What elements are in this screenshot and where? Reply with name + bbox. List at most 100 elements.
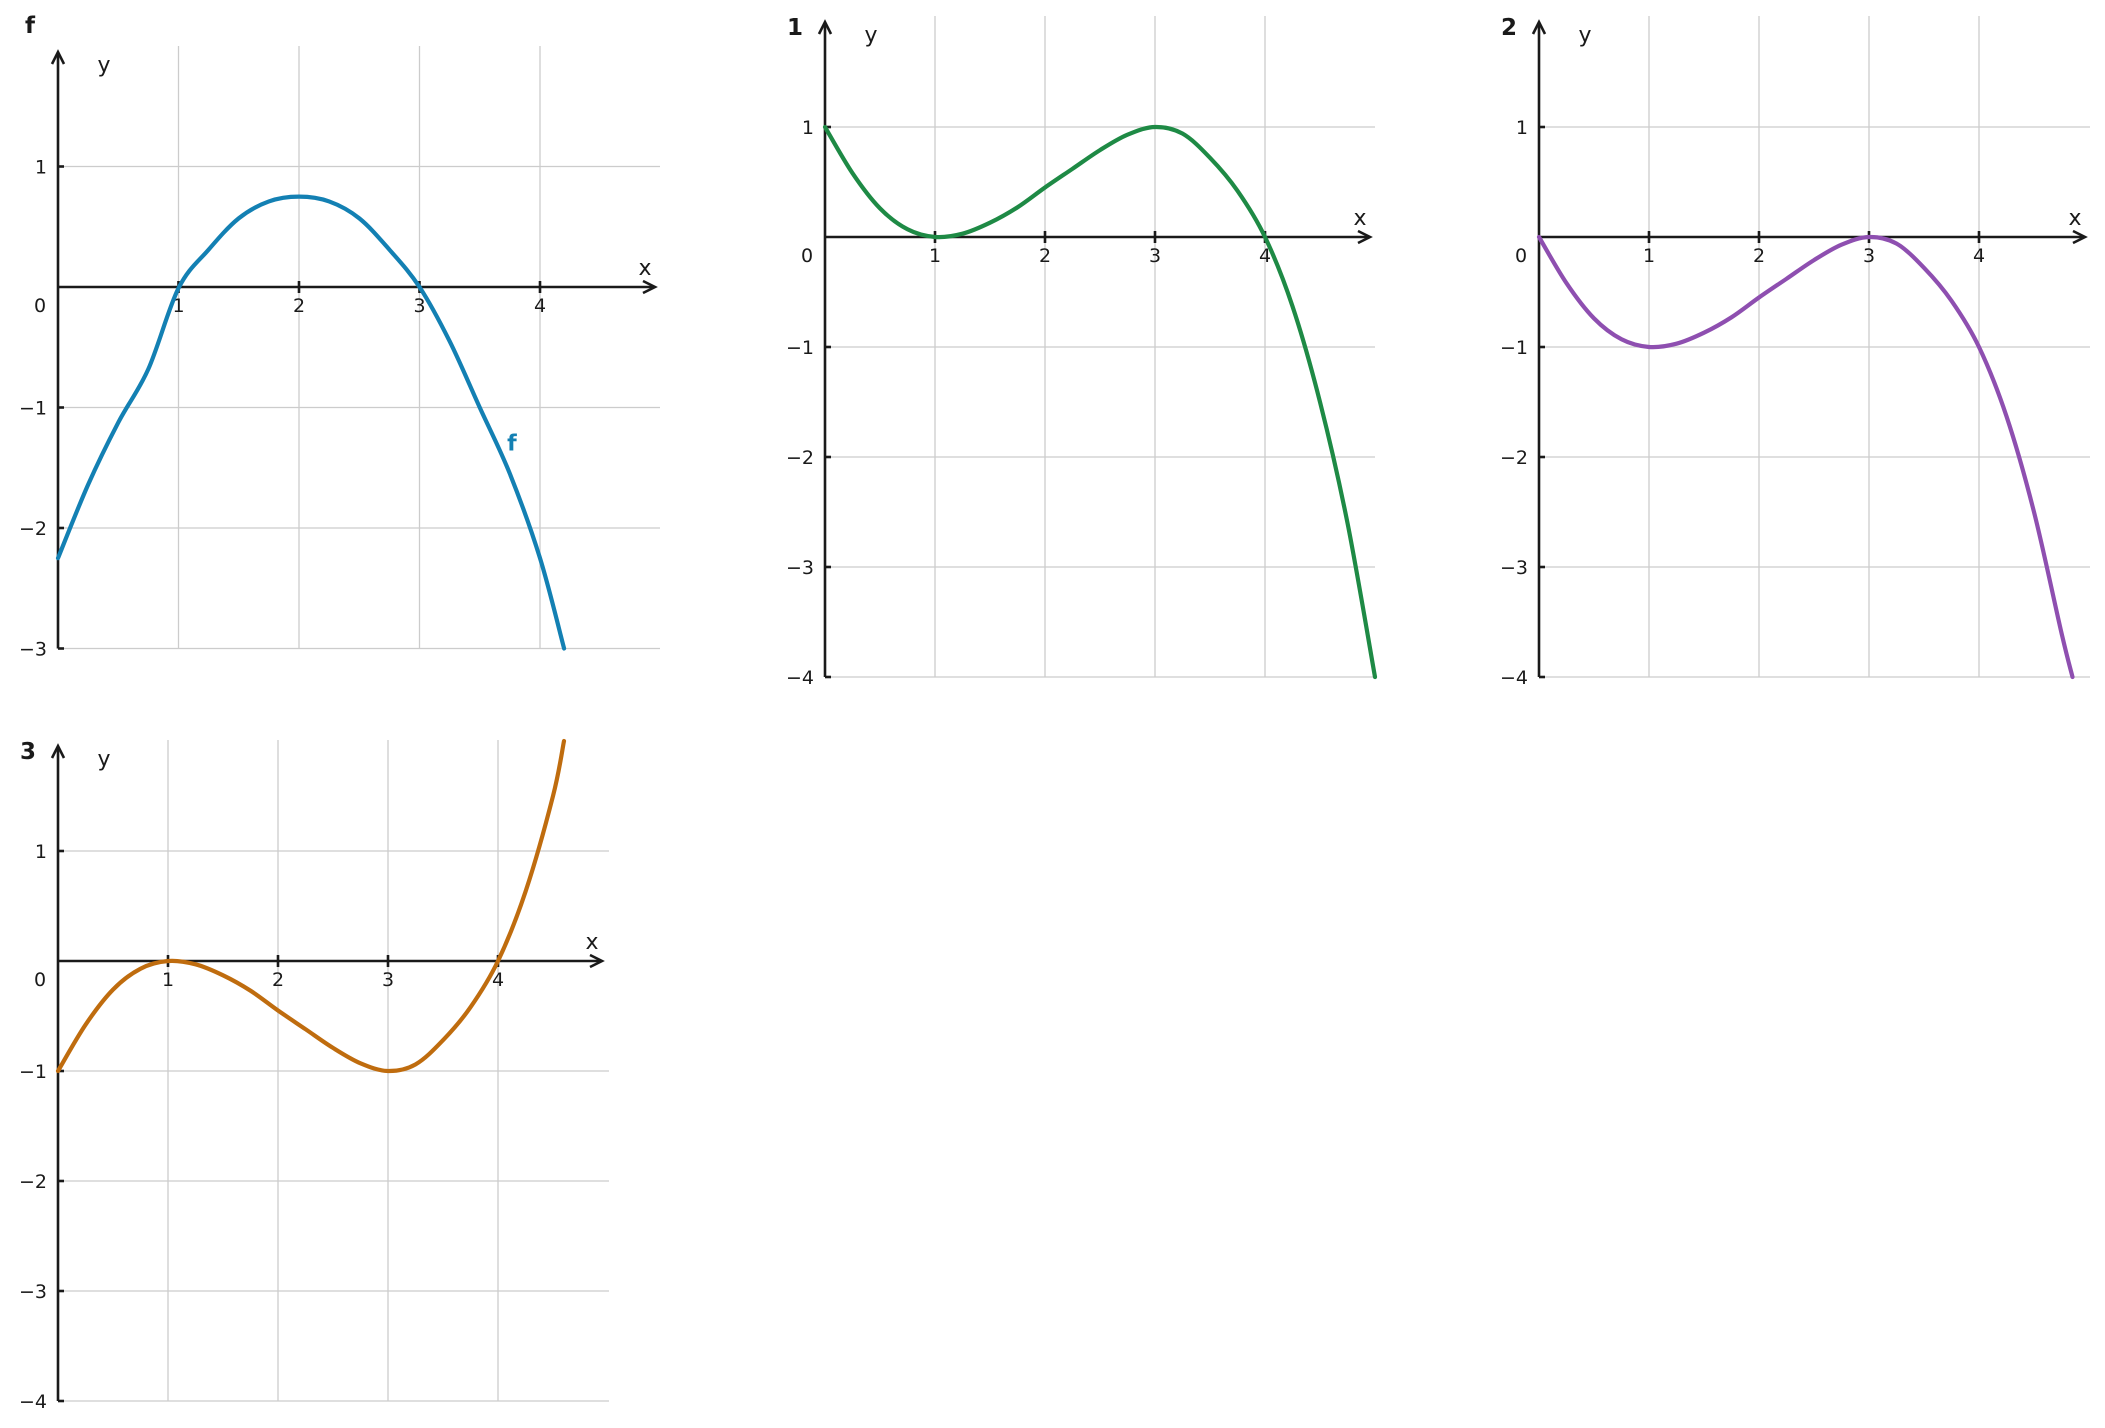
y-tick-label: −2 [19,1171,47,1193]
data-point [117,421,120,424]
y-tick-label: −4 [19,1391,47,1413]
data-point [388,248,391,251]
data-point [1537,235,1540,238]
origin-label: 0 [34,969,46,991]
y-tick-label: −2 [19,518,47,540]
data-point [1181,132,1184,135]
y-tick-label: 1 [35,841,47,863]
panel-title: 2 [1501,15,1517,41]
data-point [386,1069,389,1072]
origin-label: 0 [1515,245,1527,267]
y-tick-label: −3 [786,557,814,579]
x-axis-label: x [2068,206,2081,231]
data-point [538,557,541,560]
data-point [1098,149,1101,152]
data-point [1592,317,1595,320]
data-point [562,739,565,742]
y-tick-label: −1 [19,1061,47,1083]
data-point [1867,235,1870,238]
x-axis-arrow [642,279,658,295]
x-axis-arrow [1357,229,1373,245]
y-tick-label: −3 [19,639,47,661]
data-point [1071,167,1074,170]
origin-label: 0 [34,295,46,317]
data-point [1895,242,1898,245]
x-tick-label: 3 [382,969,394,991]
y-tick-label: −3 [19,1281,47,1303]
data-point [297,195,300,198]
data-point [2032,510,2035,513]
data-point [1126,133,1129,136]
data-point [1318,400,1321,403]
origin-label: 0 [801,245,813,267]
data-point [878,207,881,210]
x-tick-label: 1 [172,295,184,317]
data-point [147,367,150,370]
data-point [249,989,252,992]
y-tick-label: −4 [786,667,814,689]
data-point [1922,266,1925,269]
y-axis-arrow [1531,19,1547,35]
data-point [276,1009,279,1012]
data-point [359,1062,362,1065]
x-tick-label: 2 [293,295,305,317]
data-point [1785,277,1788,280]
y-tick-label: −2 [1500,447,1528,469]
y-axis-arrow [50,743,66,759]
data-point [177,287,180,290]
y-axis-label: y [97,747,110,772]
data-point [906,228,909,231]
data-point [328,200,331,203]
data-point [194,963,197,966]
data-point [1373,675,1376,678]
y-axis-label: y [864,23,877,48]
data-point [933,235,936,238]
data-point [441,1039,444,1042]
data-point [56,1069,59,1072]
y-tick-label: 1 [1516,117,1528,139]
data-point [1730,316,1733,319]
x-tick-label: 4 [492,969,504,991]
x-axis-label: x [638,256,651,281]
y-tick-label: −4 [1500,667,1528,689]
panel-title: f [25,13,36,39]
y-axis-arrow [817,19,833,35]
data-point [1291,305,1294,308]
data-point [851,172,854,175]
data-point [1208,156,1211,159]
x-tick-label: 4 [1259,245,1271,267]
data-point [1153,125,1156,128]
data-point [2005,415,2008,418]
x-tick-label: 3 [413,295,425,317]
y-tick-label: −1 [786,337,814,359]
x-tick-label: 4 [534,295,546,317]
y-axis-label: y [97,53,110,78]
x-tick-label: 1 [162,969,174,991]
data-point [358,217,361,220]
panel-title: 1 [787,15,803,41]
data-point [1620,338,1623,341]
y-axis-label: y [1578,23,1591,48]
data-point [1016,206,1019,209]
x-tick-label: 2 [272,969,284,991]
data-point [551,794,554,797]
x-tick-label: 4 [1973,245,1985,267]
data-point [111,988,114,991]
data-point [414,1063,417,1066]
series-line-1 [822,124,1378,680]
data-point [331,1046,334,1049]
x-axis-arrow [589,953,605,969]
chart-panel-2: 1 2 3 4 −4 −3 −2 −1 1 0 x y 2 [1500,15,2090,689]
chart-panel-f: 1 2 3 4 −3 −2 −1 1 0 x y f f [19,13,660,661]
series-label: f [507,432,517,457]
data-point [524,890,527,893]
x-axis-label: x [1353,206,1366,231]
series-line-3 [55,738,567,1074]
chart-panel-1: 1 2 3 4 −4 −3 −2 −1 1 0 x y 1 [786,15,1378,689]
data-point [2071,675,2074,678]
data-point [1236,189,1239,192]
data-point [87,483,90,486]
series-line-f [55,194,567,651]
data-point [304,1028,307,1031]
